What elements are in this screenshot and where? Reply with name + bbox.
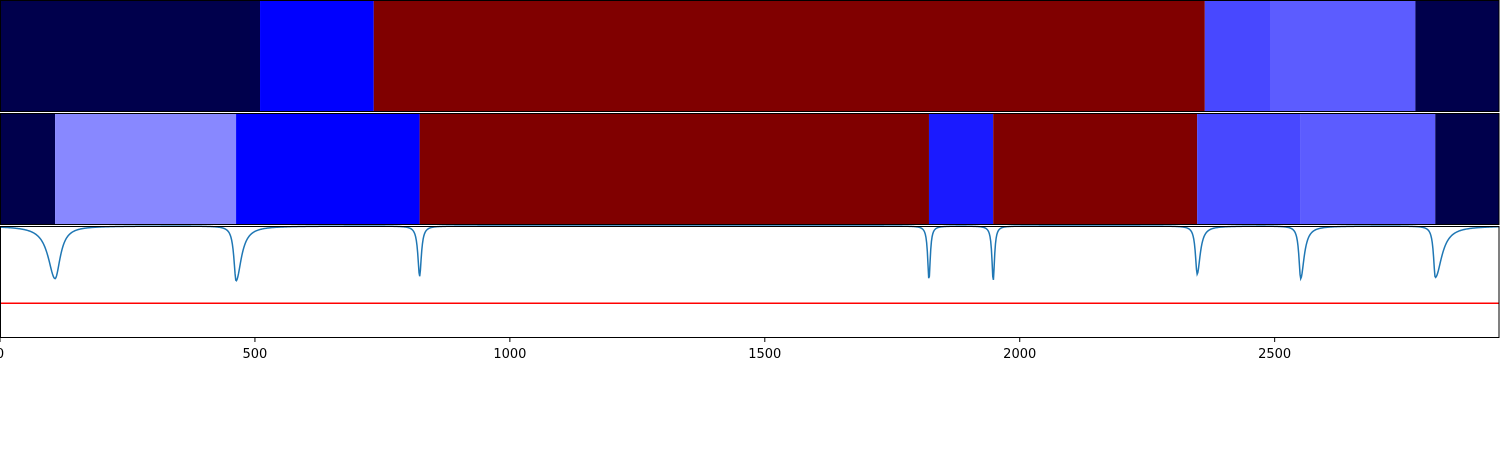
signal-line-panel [0,225,1500,338]
segment-4 [1204,0,1271,112]
track-frame [0,0,1500,112]
segment-5 [1270,0,1416,112]
x-tick-label-1500: 1500 [748,347,781,362]
line-panel-frame [0,226,1500,338]
segment-1 [0,0,261,112]
segment-track-2 [0,113,1500,225]
segment-2 [260,0,374,112]
segment-6 [1415,0,1499,112]
x-tick-label-1000: 1000 [493,347,526,362]
segment-7 [1197,113,1301,225]
x-axis: 0 500 1000 1500 2000 2500 [0,338,1291,362]
segment-track-1 [0,0,1500,112]
segment-6 [993,113,1198,225]
segment-8 [1300,113,1436,225]
segment-2 [55,113,237,225]
segment-3 [373,0,1205,112]
x-tick-label-2000: 2000 [1003,347,1036,362]
x-tick-label-500: 500 [243,347,268,362]
segment-9 [1435,113,1499,225]
x-tick-label-0: 0 [0,347,4,362]
signal-line [0,225,1500,282]
track-frame [0,113,1500,225]
segment-4 [419,113,929,225]
segment-5 [928,113,994,225]
segment-3 [236,113,420,225]
segment-1 [0,113,56,225]
x-tick-label-2500: 2500 [1258,347,1291,362]
